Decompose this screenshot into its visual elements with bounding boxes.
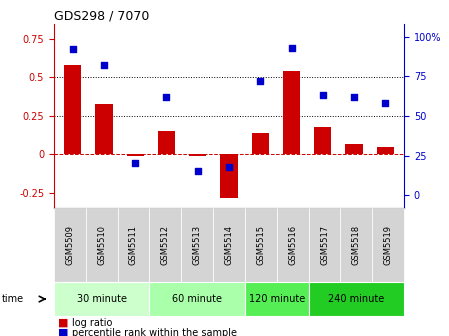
- Bar: [127, 155, 144, 156]
- Text: 120 minute: 120 minute: [249, 294, 305, 304]
- Text: ■: ■: [58, 318, 69, 328]
- Point: [225, 164, 233, 169]
- Bar: [251, 133, 269, 155]
- Bar: [189, 155, 207, 156]
- Point: [132, 161, 139, 166]
- Point: [351, 94, 358, 99]
- Text: log ratio: log ratio: [72, 318, 112, 328]
- Point: [319, 93, 326, 98]
- Point: [288, 45, 295, 50]
- Bar: [158, 131, 175, 155]
- Text: 30 minute: 30 minute: [77, 294, 127, 304]
- Text: percentile rank within the sample: percentile rank within the sample: [72, 328, 237, 336]
- Text: ■: ■: [58, 328, 69, 336]
- Point: [194, 169, 201, 174]
- Text: GSM5515: GSM5515: [256, 225, 265, 265]
- Point: [382, 100, 389, 106]
- Bar: [345, 144, 363, 155]
- Bar: [377, 147, 394, 155]
- Text: 240 minute: 240 minute: [328, 294, 384, 304]
- Point: [69, 47, 76, 52]
- Text: GSM5516: GSM5516: [288, 225, 297, 265]
- Text: GSM5509: GSM5509: [65, 225, 74, 265]
- Text: GSM5514: GSM5514: [224, 225, 233, 265]
- Bar: [220, 155, 238, 198]
- Text: time: time: [2, 294, 24, 304]
- Text: GSM5512: GSM5512: [161, 225, 170, 265]
- Text: GSM5517: GSM5517: [320, 225, 329, 265]
- Text: GSM5511: GSM5511: [129, 225, 138, 265]
- Bar: [64, 65, 81, 155]
- Text: GSM5518: GSM5518: [352, 225, 361, 265]
- Text: 60 minute: 60 minute: [172, 294, 222, 304]
- Point: [163, 94, 170, 99]
- Bar: [95, 103, 113, 155]
- Text: GSM5519: GSM5519: [384, 225, 393, 265]
- Bar: [314, 127, 331, 155]
- Point: [257, 78, 264, 84]
- Text: GSM5513: GSM5513: [193, 225, 202, 265]
- Bar: [283, 71, 300, 155]
- Point: [100, 62, 107, 68]
- Text: GDS298 / 7070: GDS298 / 7070: [54, 9, 149, 23]
- Text: GSM5510: GSM5510: [97, 225, 106, 265]
